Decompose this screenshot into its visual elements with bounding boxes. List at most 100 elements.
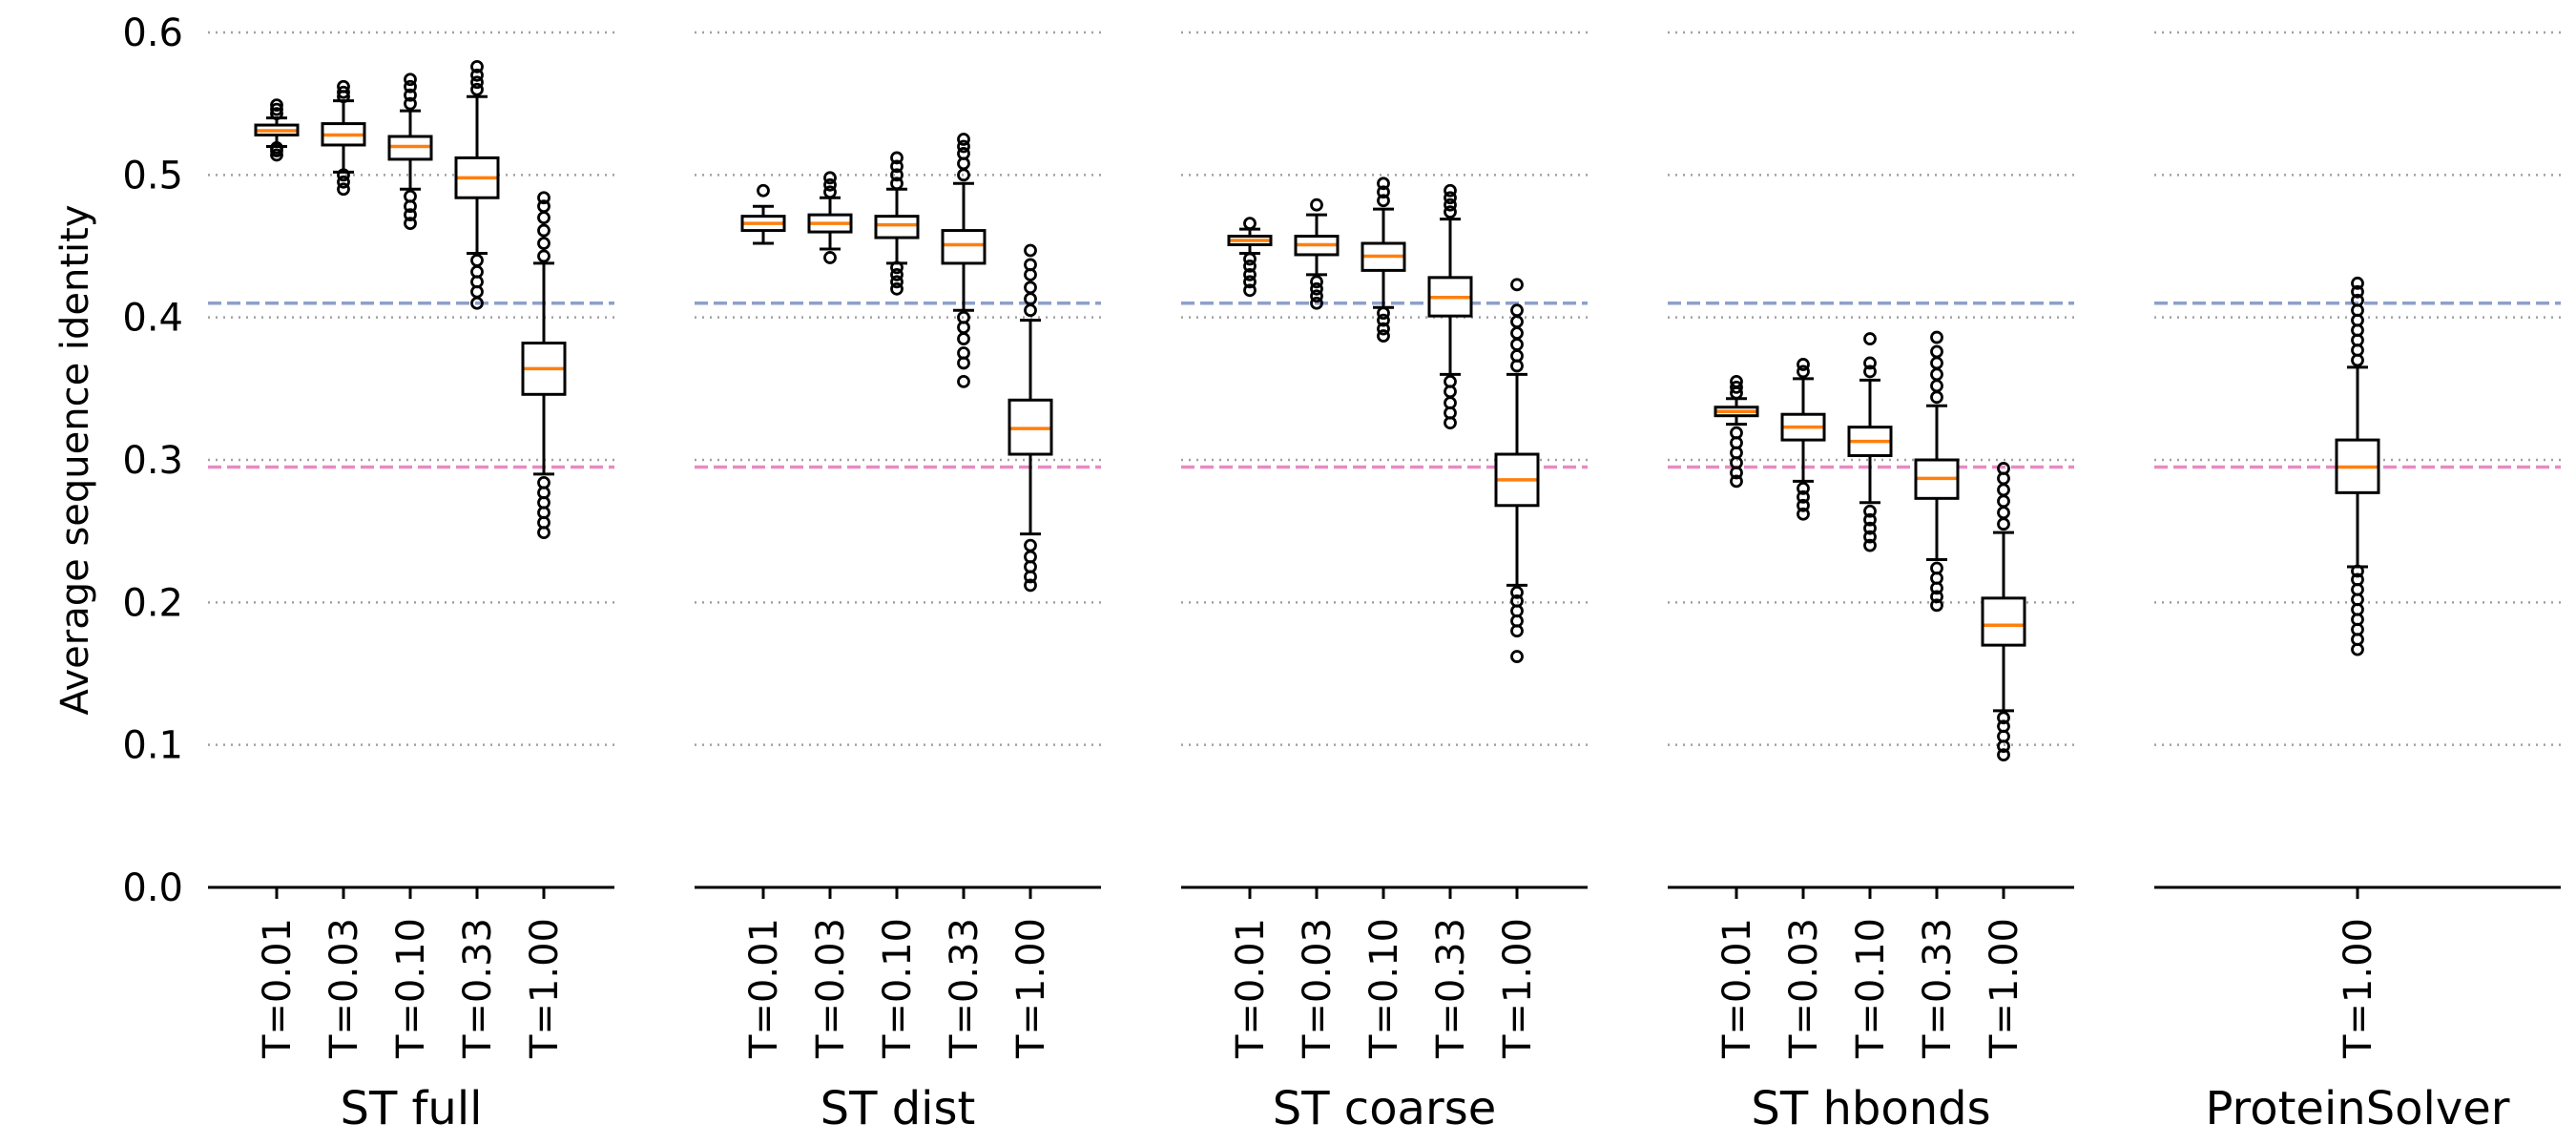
flier-point xyxy=(337,168,350,182)
flier-point xyxy=(1024,538,1037,552)
flier-point xyxy=(957,133,970,146)
flier-point xyxy=(2351,276,2364,290)
box xyxy=(874,215,920,239)
flier-point xyxy=(1997,506,2010,520)
flier-point xyxy=(1377,185,1390,199)
flier-point xyxy=(1243,217,1257,231)
flier-point xyxy=(1930,379,1943,393)
flier-point xyxy=(1730,380,1743,394)
flier-point xyxy=(957,346,970,360)
x-tick-label: T=0.10 xyxy=(1362,918,1406,1059)
x-tick-label: T=0.10 xyxy=(1849,918,1893,1059)
flier-point xyxy=(890,260,904,275)
flier-point xyxy=(1863,364,1877,379)
flier-point xyxy=(470,75,484,90)
flier-point xyxy=(1797,481,1810,495)
flier-point xyxy=(1310,198,1323,212)
box xyxy=(1981,596,2026,647)
flier-point xyxy=(1377,322,1390,336)
flier-point xyxy=(1024,303,1037,318)
flier-point xyxy=(1930,330,1943,344)
flier-point xyxy=(337,175,350,189)
flier-point xyxy=(1243,283,1257,298)
x-tick-label: T=0.33 xyxy=(1429,918,1473,1059)
flier-point xyxy=(1377,177,1390,191)
flier-point xyxy=(1863,356,1877,370)
flier-point xyxy=(1510,278,1524,292)
flier-point xyxy=(1797,358,1810,371)
flier-point xyxy=(1730,374,1743,388)
flier-point xyxy=(1930,561,1943,575)
group-label: ST coarse xyxy=(1273,1082,1497,1135)
x-tick-label: T=1.00 xyxy=(1983,918,2026,1059)
flier-point xyxy=(1024,578,1037,593)
flier-point xyxy=(1797,498,1810,512)
flier-point xyxy=(470,68,484,82)
x-tick-label: T=1.00 xyxy=(2337,918,2380,1059)
flier-point xyxy=(1243,275,1257,289)
x-tick-label: T=0.01 xyxy=(1715,918,1759,1059)
flier-point xyxy=(1243,267,1257,281)
flier-point xyxy=(470,59,484,73)
flier-point xyxy=(890,281,904,296)
flier-point xyxy=(270,148,283,162)
flier-point xyxy=(957,374,970,388)
x-tick-label: T=1.00 xyxy=(523,918,567,1059)
x-tick-label: T=1.00 xyxy=(1009,918,1053,1059)
flier-point xyxy=(957,139,970,154)
flier-point xyxy=(823,185,837,199)
flier-point xyxy=(890,168,904,182)
flier-point xyxy=(537,223,551,238)
box xyxy=(941,229,987,265)
flier-point xyxy=(1310,289,1323,303)
x-tick-label: T=0.01 xyxy=(256,918,300,1059)
flier-point xyxy=(2351,572,2364,587)
flier-point xyxy=(404,73,417,87)
x-tick-label: T=0.10 xyxy=(876,918,920,1059)
x-tick-label: T=0.01 xyxy=(742,918,786,1059)
flier-point xyxy=(537,191,551,205)
flier-point xyxy=(1930,598,1943,613)
flier-point xyxy=(1243,260,1257,273)
flier-point xyxy=(1930,367,1943,382)
flier-point xyxy=(957,147,970,160)
flier-point xyxy=(404,88,417,102)
flier-point xyxy=(2351,284,2364,299)
flier-point xyxy=(1863,530,1877,544)
y-axis-label: Average sequence identity xyxy=(53,204,97,715)
flier-point xyxy=(1510,650,1524,663)
flier-point xyxy=(823,177,837,192)
flier-point xyxy=(1930,590,1943,604)
flier-point xyxy=(404,189,417,203)
flier-point xyxy=(337,79,350,94)
flier-point xyxy=(1797,489,1810,504)
flier-point xyxy=(1997,494,2010,509)
flier-point xyxy=(1310,296,1323,310)
flier-point xyxy=(1997,483,2010,497)
flier-point xyxy=(823,171,837,185)
group-label: ST hbonds xyxy=(1751,1082,1990,1135)
flier-point xyxy=(470,254,484,267)
flier-point xyxy=(2351,564,2364,578)
flier-point xyxy=(537,249,551,263)
flier-point xyxy=(1930,356,1943,370)
flier-point xyxy=(890,159,904,174)
flier-point xyxy=(1444,191,1457,205)
flier-point xyxy=(1730,426,1743,440)
flier-point xyxy=(1730,474,1743,489)
flier-point xyxy=(890,177,904,191)
x-tick-label: T=0.01 xyxy=(1229,918,1273,1059)
flier-point xyxy=(823,251,837,264)
y-tick-label: 0.4 xyxy=(122,297,183,341)
flier-point xyxy=(1310,275,1323,289)
x-tick-label: T=0.03 xyxy=(322,918,366,1059)
flier-point xyxy=(757,183,770,198)
y-tick-label: 0.2 xyxy=(122,581,183,625)
flier-point xyxy=(1510,326,1524,340)
x-tick-label: T=0.03 xyxy=(809,918,853,1059)
group-label: ST dist xyxy=(821,1082,976,1135)
y-tick-label: 0.3 xyxy=(122,439,183,483)
flier-point xyxy=(470,82,484,96)
flier-point xyxy=(1797,507,1810,521)
flier-point xyxy=(2351,293,2364,307)
